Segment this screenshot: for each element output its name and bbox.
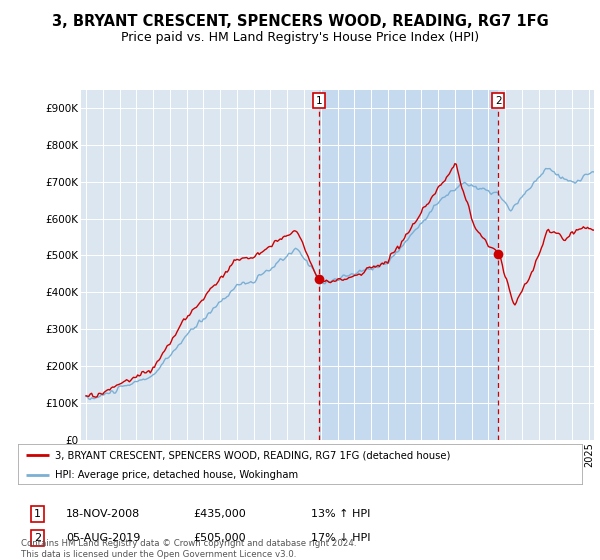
- Text: 2: 2: [495, 96, 502, 106]
- Text: 05-AUG-2019: 05-AUG-2019: [66, 533, 140, 543]
- Text: 3, BRYANT CRESCENT, SPENCERS WOOD, READING, RG7 1FG: 3, BRYANT CRESCENT, SPENCERS WOOD, READI…: [52, 14, 548, 29]
- Text: HPI: Average price, detached house, Wokingham: HPI: Average price, detached house, Woki…: [55, 470, 298, 480]
- Bar: [319, 90, 498, 440]
- Text: Contains HM Land Registry data © Crown copyright and database right 2024.
This d: Contains HM Land Registry data © Crown c…: [21, 539, 356, 559]
- Text: 1: 1: [34, 509, 41, 519]
- Text: 3, BRYANT CRESCENT, SPENCERS WOOD, READING, RG7 1FG (detached house): 3, BRYANT CRESCENT, SPENCERS WOOD, READI…: [55, 450, 450, 460]
- Text: £505,000: £505,000: [193, 533, 245, 543]
- Text: 17% ↓ HPI: 17% ↓ HPI: [311, 533, 371, 543]
- Text: £435,000: £435,000: [193, 509, 245, 519]
- Text: 1: 1: [316, 96, 322, 106]
- Text: 13% ↑ HPI: 13% ↑ HPI: [311, 509, 371, 519]
- Text: 18-NOV-2008: 18-NOV-2008: [66, 509, 140, 519]
- Text: Price paid vs. HM Land Registry's House Price Index (HPI): Price paid vs. HM Land Registry's House …: [121, 31, 479, 44]
- Text: 2: 2: [34, 533, 41, 543]
